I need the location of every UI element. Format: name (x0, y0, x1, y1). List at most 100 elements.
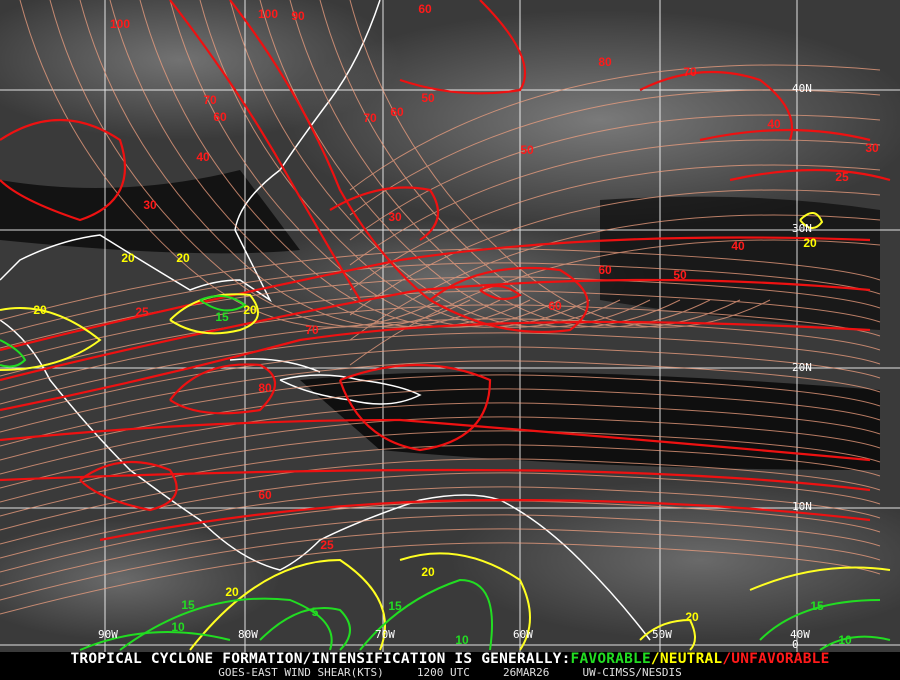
contour-label-favorable: 10 (838, 633, 852, 647)
lat-label: 40N (792, 82, 812, 95)
streamline (349, 239, 881, 366)
caption-bar: TROPICAL CYCLONE FORMATION/INTENSIFICATI… (0, 652, 900, 680)
contour-label-favorable: 10 (171, 620, 185, 634)
streamline (0, 346, 881, 419)
contour-label-favorable: 10 (455, 633, 469, 647)
coastlines (0, 0, 651, 641)
lat-label: 0 (792, 638, 799, 651)
streamline (0, 402, 881, 475)
unfavorable-contours (0, 0, 891, 542)
streamline (0, 458, 881, 531)
streamline (0, 332, 881, 405)
neutral-key: NEUTRAL (659, 651, 723, 667)
streamline (79, 0, 501, 328)
streamline (0, 486, 881, 559)
contour-label-unfavorable: 80 (598, 55, 612, 69)
contour-label-unfavorable: 50 (520, 143, 534, 157)
separator: / (722, 651, 732, 667)
streamline (319, 0, 741, 328)
contour-label-unfavorable: 60 (258, 488, 272, 502)
streamline (349, 189, 881, 316)
lon-label: 80W (238, 628, 258, 641)
streamline (0, 528, 881, 601)
streamline (0, 430, 881, 503)
lon-label: 50W (652, 628, 672, 641)
lat-label: 20N (792, 361, 812, 374)
lat-label: 30N (792, 222, 812, 235)
contour-label-neutral: 20 (243, 303, 257, 317)
streamline (0, 318, 881, 391)
streamline (0, 248, 881, 321)
contour-label-neutral: 20 (121, 251, 135, 265)
streamline (259, 0, 681, 328)
streamline (0, 304, 881, 377)
streamline (349, 64, 881, 191)
favorable-key: FAVORABLE (570, 651, 651, 667)
streamline (349, 214, 881, 341)
caption-line-1: TROPICAL CYCLONE FORMATION/INTENSIFICATI… (0, 652, 900, 667)
contour-label-unfavorable: 30 (143, 198, 157, 212)
contour-label-favorable: 15 (181, 598, 195, 612)
caption-prefix: TROPICAL CYCLONE FORMATION/INTENSIFICATI… (70, 651, 571, 667)
contour-label-unfavorable: 40 (731, 239, 745, 253)
contour-label-neutral: 20 (33, 303, 47, 317)
streamline (169, 0, 591, 328)
streamline (289, 0, 711, 328)
contour-label-unfavorable: 40 (196, 150, 210, 164)
lon-label: 70W (375, 628, 395, 641)
lon-label: 40W (790, 628, 810, 641)
streamline (0, 444, 881, 517)
contour-label-favorable: 15 (810, 599, 824, 613)
contour-label-neutral: 20 (225, 585, 239, 599)
streamline (19, 0, 441, 328)
streamline (0, 262, 881, 335)
streamline (199, 0, 621, 328)
contour-label-unfavorable: 50 (673, 268, 687, 282)
contour-label-favorable: 15 (215, 310, 229, 324)
contour-label-unfavorable: 30 (865, 141, 879, 155)
streamline (349, 0, 771, 328)
contour-label-unfavorable: 100 (109, 17, 131, 31)
contour-label-unfavorable: 25 (835, 170, 849, 184)
caption-line-2: GOES-EAST WIND SHEAR(KTS) 1200 UTC 26MAR… (218, 666, 682, 679)
contour-label-neutral: 20 (685, 610, 699, 624)
contour-label-unfavorable: 25 (135, 305, 149, 319)
lon-label: 90W (98, 628, 118, 641)
streamline (0, 514, 881, 587)
contour-label-neutral: 20 (421, 565, 435, 579)
streamline (0, 360, 881, 433)
streamline (0, 472, 881, 545)
streamline (0, 290, 881, 363)
contour-label-unfavorable: 80 (258, 381, 272, 395)
streamline (349, 164, 881, 291)
unfavorable-key: UNFAVORABLE (731, 651, 830, 667)
streamline (349, 89, 881, 216)
contour-label-favorable: 15 (388, 599, 402, 613)
streamline (0, 374, 881, 447)
contour-label-favorable: 5 (311, 605, 319, 619)
contour-label-unfavorable: 100 (257, 7, 279, 21)
contour-label-unfavorable: 60 (548, 299, 562, 313)
lon-label: 60W (513, 628, 533, 641)
contour-label-unfavorable: 70 (363, 111, 377, 125)
streamline (139, 0, 561, 328)
contour-label-unfavorable: 60 (598, 263, 612, 277)
contour-label-unfavorable: 60 (418, 2, 432, 16)
contour-label-unfavorable: 60 (213, 110, 227, 124)
favorable-contours (0, 295, 891, 651)
contour-label-neutral: 20 (803, 236, 817, 250)
lat-label: 10N (792, 500, 812, 513)
contour-label-unfavorable: 70 (305, 323, 319, 337)
contour-label-unfavorable: 70 (683, 65, 697, 79)
streamline (0, 388, 881, 461)
streamline (0, 542, 881, 615)
dry-region (0, 170, 300, 254)
contour-label-unfavorable: 90 (291, 9, 305, 23)
contour-label-unfavorable: 30 (388, 210, 402, 224)
contour-label-neutral: 20 (176, 251, 190, 265)
separator: / (650, 651, 660, 667)
streamline (49, 0, 471, 328)
streamline (0, 416, 881, 489)
contour-label-unfavorable: 60 (390, 105, 404, 119)
